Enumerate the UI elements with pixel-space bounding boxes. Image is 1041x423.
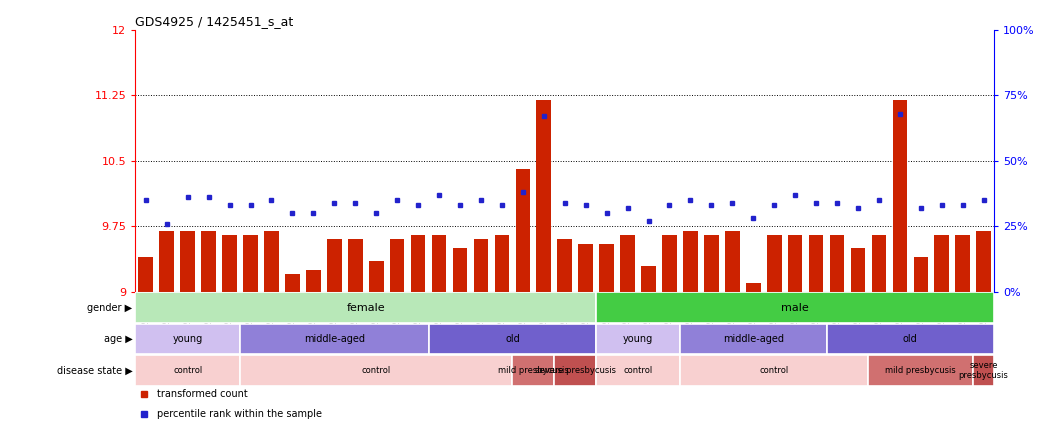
Bar	[369, 261, 383, 292]
Bar	[976, 231, 991, 292]
Text: age ▶: age ▶	[104, 334, 132, 344]
Bar	[767, 235, 782, 292]
Bar	[850, 248, 865, 292]
Bar	[138, 257, 153, 292]
Bar	[348, 239, 362, 292]
Text: GDS4925 / 1425451_s_at: GDS4925 / 1425451_s_at	[135, 16, 294, 28]
Bar	[306, 270, 321, 292]
Bar	[201, 231, 215, 292]
Text: severe
presbycusis: severe presbycusis	[959, 361, 1009, 380]
Text: gender ▶: gender ▶	[87, 302, 132, 313]
Bar	[680, 355, 868, 386]
Bar	[411, 235, 426, 292]
Bar	[512, 355, 554, 386]
Bar	[327, 239, 341, 292]
Bar	[159, 231, 174, 292]
Bar	[474, 239, 488, 292]
Bar	[596, 355, 680, 386]
Text: male: male	[782, 302, 809, 313]
Bar	[244, 235, 258, 292]
Bar	[662, 235, 677, 292]
Text: female: female	[347, 302, 385, 313]
Bar	[830, 235, 844, 292]
Text: young: young	[623, 334, 653, 344]
Bar	[596, 324, 680, 354]
Bar	[868, 355, 973, 386]
Bar	[956, 235, 970, 292]
Bar	[683, 231, 697, 292]
Bar	[494, 235, 509, 292]
Bar	[788, 235, 803, 292]
Text: old: old	[903, 334, 918, 344]
Bar	[871, 235, 886, 292]
Text: disease state ▶: disease state ▶	[57, 365, 132, 376]
Text: percentile rank within the sample: percentile rank within the sample	[157, 409, 322, 419]
Bar	[892, 99, 907, 292]
Bar	[935, 235, 949, 292]
Bar	[827, 324, 994, 354]
Bar	[554, 355, 596, 386]
Bar	[223, 235, 237, 292]
Bar	[557, 239, 573, 292]
Text: middle-aged: middle-aged	[304, 334, 364, 344]
Bar	[596, 292, 994, 323]
Text: young: young	[173, 334, 203, 344]
Bar	[180, 231, 195, 292]
Bar	[600, 244, 614, 292]
Bar	[641, 266, 656, 292]
Bar	[704, 235, 718, 292]
Bar	[135, 324, 240, 354]
Text: old: old	[505, 334, 519, 344]
Text: control: control	[760, 366, 789, 375]
Bar	[429, 324, 596, 354]
Bar	[135, 292, 596, 323]
Bar	[973, 355, 994, 386]
Bar	[914, 257, 929, 292]
Text: middle-aged: middle-aged	[722, 334, 784, 344]
Bar	[680, 324, 827, 354]
Bar	[285, 275, 300, 292]
Bar	[515, 170, 530, 292]
Bar	[453, 248, 467, 292]
Bar	[809, 235, 823, 292]
Text: transformed count: transformed count	[157, 389, 248, 398]
Bar	[746, 283, 761, 292]
Bar	[432, 235, 447, 292]
Bar	[579, 244, 593, 292]
Text: control: control	[173, 366, 202, 375]
Bar	[725, 231, 740, 292]
Bar	[536, 99, 551, 292]
Bar	[240, 324, 429, 354]
Text: severe presbycusis: severe presbycusis	[535, 366, 615, 375]
Bar	[135, 355, 240, 386]
Bar	[620, 235, 635, 292]
Text: control: control	[624, 366, 653, 375]
Bar	[264, 231, 279, 292]
Text: mild presbycusis: mild presbycusis	[498, 366, 568, 375]
Text: control: control	[361, 366, 390, 375]
Text: mild presbycusis: mild presbycusis	[886, 366, 957, 375]
Bar	[389, 239, 405, 292]
Bar	[240, 355, 512, 386]
